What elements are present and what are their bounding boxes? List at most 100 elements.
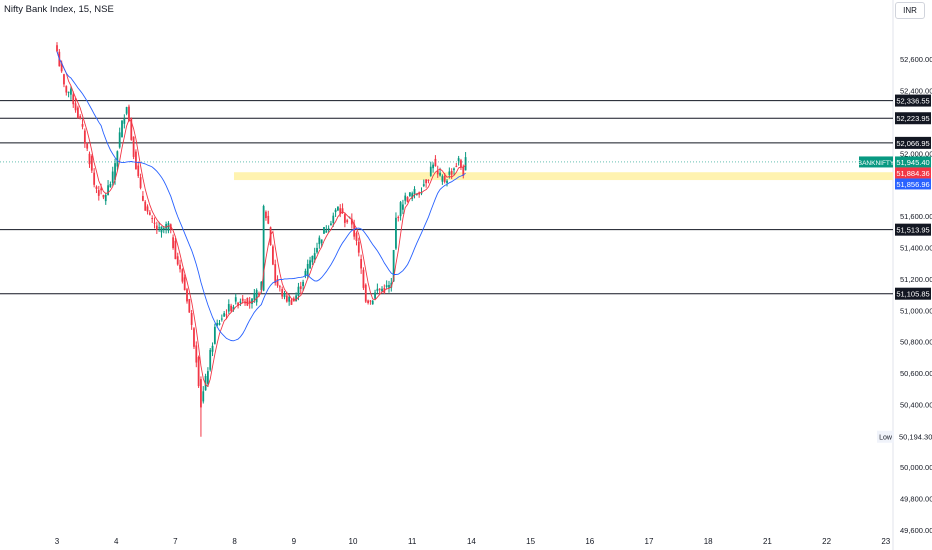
candle-body (211, 345, 214, 352)
candle-body (406, 197, 409, 202)
candle-body (318, 237, 321, 245)
candle-body (255, 290, 258, 303)
candle-body (95, 186, 98, 189)
candle-body (186, 289, 188, 302)
candle-body (397, 217, 400, 219)
candle-body (167, 223, 170, 231)
candle-body (60, 62, 63, 72)
candle-body (116, 151, 119, 167)
candle-body (253, 293, 256, 300)
candle-body (272, 246, 274, 265)
candle-body (413, 188, 416, 195)
candle-body (367, 300, 369, 303)
candle-body (425, 179, 428, 184)
candle-body (404, 195, 407, 201)
candle-body (246, 297, 249, 306)
candle-body (67, 91, 70, 93)
candle-body (230, 305, 233, 311)
candle-body (323, 227, 325, 234)
price-tick-label: 52,400.00 (900, 87, 932, 96)
fast-moving-average-line (56, 51, 466, 388)
candle-body (174, 240, 177, 260)
low-marker-badge (877, 430, 894, 443)
candle-body (146, 206, 149, 212)
candle-body (376, 288, 379, 291)
candle-body (79, 116, 82, 120)
candle-body (244, 301, 246, 304)
candle-body (63, 74, 65, 85)
candle-body (388, 285, 390, 288)
candle-body (248, 300, 251, 304)
candle-body (334, 209, 337, 213)
price-tick-label: 50,400.00 (900, 400, 932, 409)
symbol-tag-label: BANKNIFTY (858, 160, 895, 167)
currency-selector[interactable]: INR (895, 2, 925, 19)
candle-body (309, 260, 311, 269)
candle-body (237, 302, 239, 306)
candle-body (195, 345, 198, 363)
candle-body (200, 379, 202, 408)
candle-body (357, 241, 360, 253)
candle-body (346, 220, 349, 223)
candle-body (369, 300, 372, 302)
candle-body (304, 270, 307, 277)
candle-body (70, 88, 72, 95)
candle-body (392, 249, 395, 282)
candle-body (234, 297, 237, 302)
support-zone (234, 172, 893, 181)
price-tick-label: 51,200.00 (900, 275, 932, 284)
date-tick-label: 18 (704, 537, 713, 546)
candle-body (176, 256, 179, 265)
price-tag (895, 167, 931, 179)
price-tag (895, 178, 931, 190)
candle-body (104, 194, 107, 202)
candle-body (260, 281, 263, 290)
candle-body (190, 313, 193, 325)
candle-body (436, 170, 439, 175)
candle-body (316, 247, 318, 253)
price-tag-label: 51,884.36 (896, 169, 929, 178)
candle-body (446, 180, 448, 183)
price-tick-label: 50,800.00 (900, 338, 932, 347)
candle-body (274, 264, 277, 284)
candle-body (332, 215, 335, 223)
candle-body (83, 130, 86, 144)
candle-body (72, 94, 75, 105)
candle-body (381, 288, 383, 292)
low-marker-label: Low (879, 435, 893, 442)
candle-body (283, 293, 286, 297)
date-tick-label: 21 (763, 537, 772, 546)
price-tag-label: 51,856.96 (896, 180, 929, 189)
candle-body (165, 224, 168, 229)
candle-body (385, 285, 388, 288)
candle-body (144, 201, 147, 211)
date-tick-label: 15 (526, 537, 535, 546)
candle-body (223, 313, 226, 317)
candle-body (197, 357, 200, 387)
candle-body (462, 166, 465, 176)
candle-body (183, 277, 186, 291)
candle-body (93, 172, 96, 185)
candle-body (288, 296, 291, 302)
price-tick-label: 51,000.00 (900, 306, 932, 315)
candle-body (267, 215, 270, 224)
candle-body (56, 45, 58, 52)
candle-body (262, 206, 265, 291)
candle-body (125, 107, 128, 114)
candle-body (297, 286, 300, 296)
candle-body (290, 300, 293, 305)
candle-body (107, 185, 109, 196)
candle-body (399, 202, 402, 217)
candle-body (371, 300, 374, 305)
date-tick-label: 11 (408, 537, 417, 546)
level-price-tag (895, 112, 931, 125)
candle-body (450, 170, 453, 175)
candle-body (299, 286, 302, 289)
candle-body (128, 106, 130, 121)
candle-body (360, 258, 363, 269)
price-tick-label: 49,600.00 (900, 526, 932, 535)
candle-body (232, 306, 235, 310)
candle-body (225, 314, 228, 316)
slow-moving-average-line (56, 51, 466, 342)
